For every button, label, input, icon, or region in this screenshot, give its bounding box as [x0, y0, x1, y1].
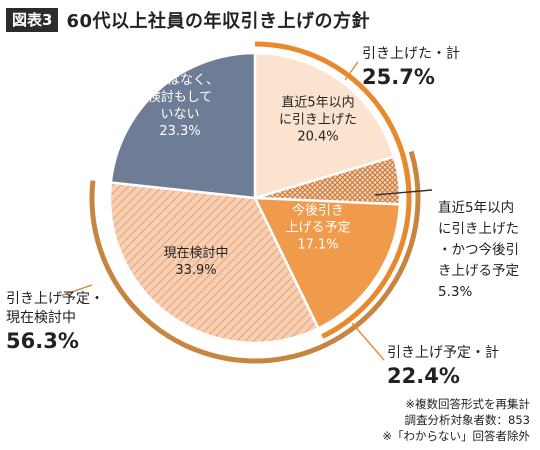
slice-value-label: 33.9%: [175, 263, 216, 278]
slice-name-label: 現在検討中: [163, 245, 228, 261]
pie-slices: [108, 51, 402, 345]
leader-slice-5-3: [374, 189, 433, 196]
leader-plan-and-considering: [59, 284, 93, 297]
callout-line: ・かつ今後引: [438, 242, 519, 258]
group-label: 現在検討中: [6, 310, 76, 326]
group-label: 引き上げ予定・計: [387, 345, 499, 361]
slice-no-plan: [109, 51, 257, 200]
slice-name-label: 検討もして: [148, 89, 213, 105]
chart-title: 60代以上社員の年収引き上げの方針: [66, 11, 370, 32]
slice-considering: [108, 181, 321, 345]
slice-planned: [252, 196, 402, 331]
footnote-line: 調査分析対象者数：853: [404, 413, 530, 427]
slice-name-label: 直近5年以内: [281, 95, 354, 111]
leader-raised-total: [344, 61, 359, 81]
footnote-line: ※複数回答形式を再集計: [405, 397, 530, 411]
callout-value: 5.3%: [438, 284, 473, 300]
slice-raised-recent: [253, 51, 396, 200]
group-value: 22.4%: [387, 364, 460, 388]
slice-value-label: 20.4%: [297, 130, 338, 145]
leader-plan-total: [351, 322, 385, 361]
slice-name-label: 予定はなく、: [141, 73, 219, 88]
footnotes: ※複数回答形式を再集計 調査分析対象者数：853 ※「わからない」回答者除外: [382, 396, 530, 444]
callout-line: 直近5年以内: [438, 200, 515, 216]
bracket-plan-and-considering: [89, 150, 421, 364]
slice-name-label: 今後引き: [292, 203, 344, 219]
group-label: 引き上げた・計: [362, 46, 460, 62]
group-caption-raised-total: 引き上げた・計 25.7%: [362, 45, 460, 90]
group-brackets: [59, 41, 433, 364]
slice-value-label: 17.1%: [297, 238, 338, 253]
slice-value-label: 23.3%: [159, 124, 200, 139]
group-label: 引き上げ予定・: [6, 291, 104, 307]
slice-5-3-callout: 直近5年以内 に引き上げた ・かつ今後引 き上げる予定 5.3%: [438, 198, 519, 303]
callout-line: に引き上げた: [438, 221, 519, 237]
callout-line: き上げる予定: [438, 263, 519, 279]
group-value: 25.7%: [362, 65, 435, 89]
chart-header: 図表3 60代以上社員の年収引き上げの方針: [6, 6, 370, 34]
bracket-plan-total: [321, 153, 412, 339]
group-value: 56.3%: [6, 329, 79, 353]
slice-name-label: いない: [160, 107, 199, 122]
group-caption-plan-and-considering: 引き上げ予定・ 現在検討中 56.3%: [6, 290, 104, 354]
slice-name-label: に引き上げた: [279, 113, 357, 128]
group-caption-plan-total: 引き上げ予定・計 22.4%: [387, 344, 499, 389]
figure-badge: 図表3: [6, 8, 59, 32]
footnote-line: ※「わからない」回答者除外: [382, 429, 530, 443]
slice-name-label: 上げる予定: [285, 221, 350, 236]
